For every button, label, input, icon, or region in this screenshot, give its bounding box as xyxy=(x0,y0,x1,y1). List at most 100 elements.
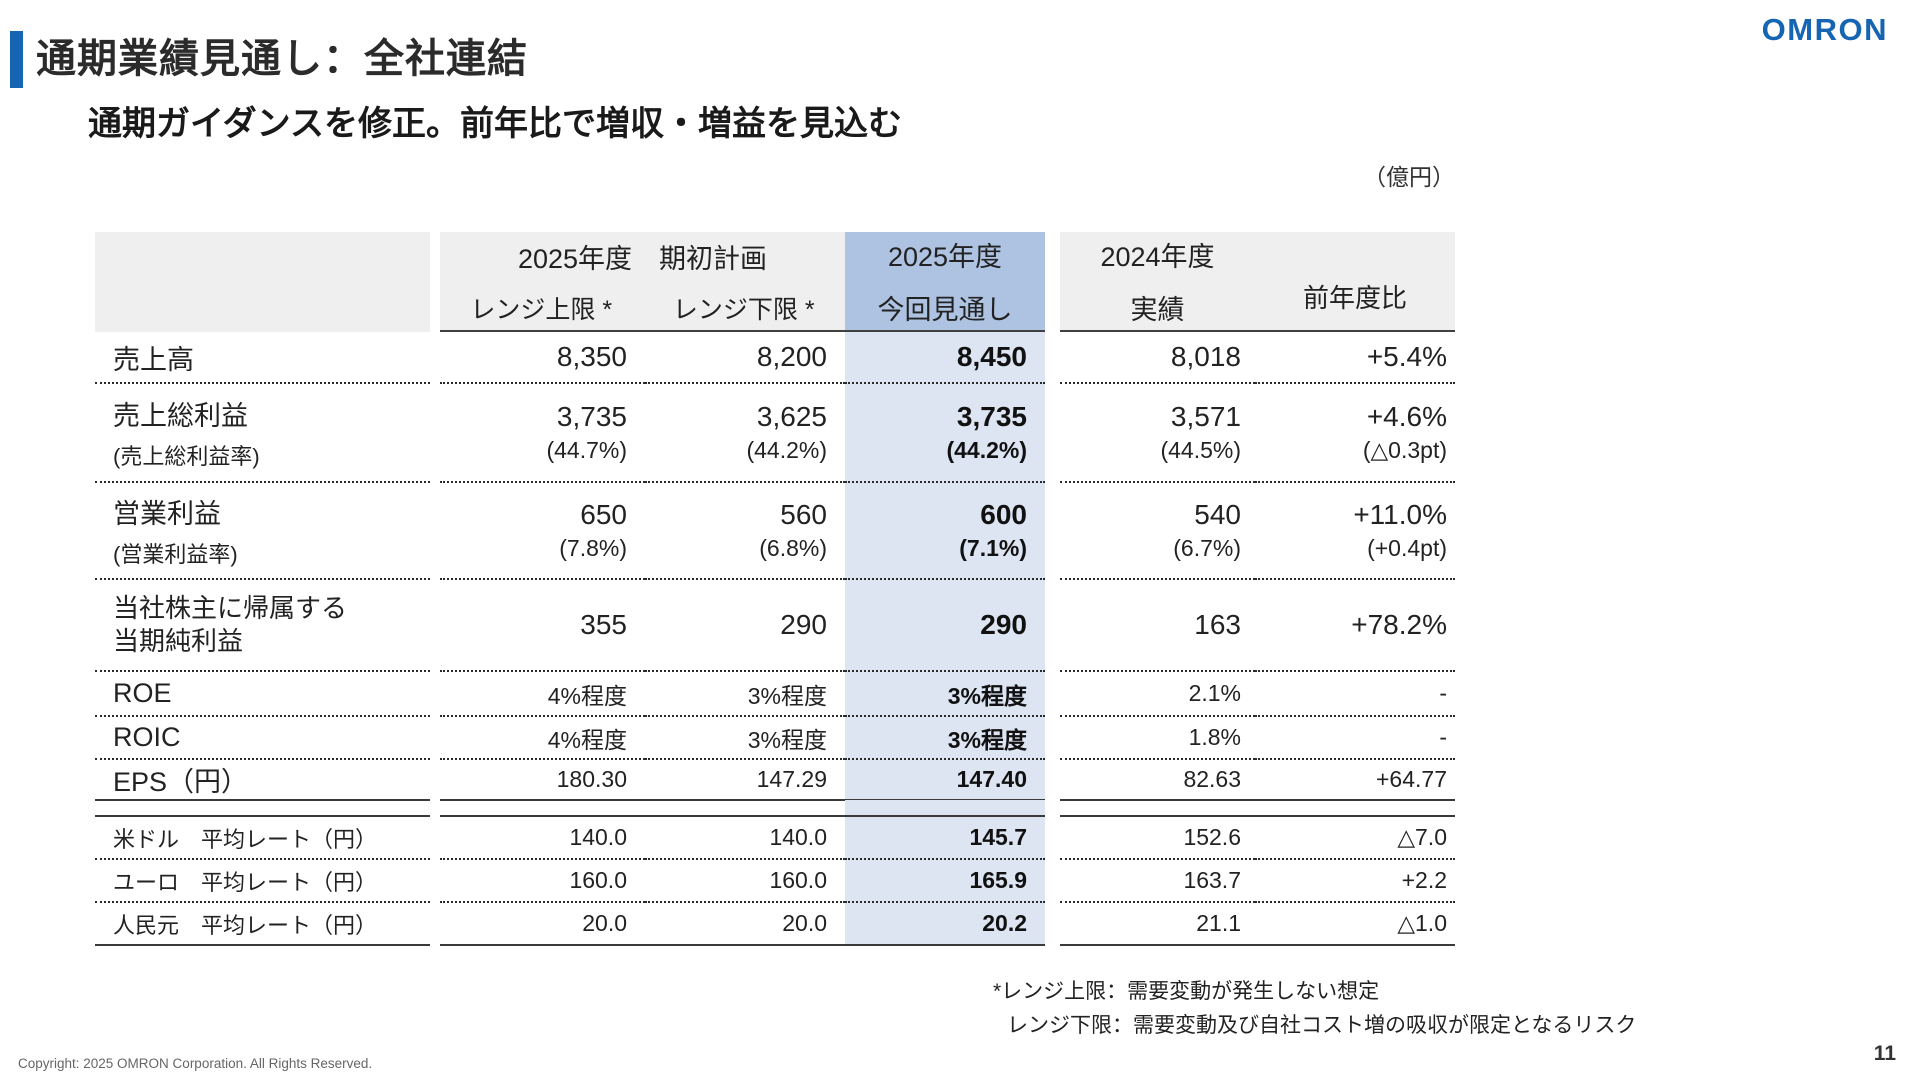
header-actual: 2024年度 実績 xyxy=(1060,232,1255,332)
cell-yoy: +5.4% xyxy=(1255,332,1455,384)
column-gap xyxy=(430,860,440,903)
cell-value: +11.0% xyxy=(1353,499,1447,530)
cell-value: 3%程度 xyxy=(947,682,1027,709)
cell-upper: 20.0 xyxy=(440,903,645,946)
cell-upper: 4%程度 xyxy=(440,672,645,717)
cell-value: 3,625 xyxy=(756,401,827,432)
footnotes: *レンジ上限：需要変動が発生しない想定 レンジ下限：需要変動及び自社コスト増の吸… xyxy=(993,975,1636,1043)
cell-value: 8,200 xyxy=(756,341,827,372)
page-number: 11 xyxy=(1873,1042,1896,1065)
cell-lower: 3%程度 xyxy=(645,717,845,760)
cell-value: 140.0 xyxy=(569,824,627,850)
row-label-sub: (売上総利益率) xyxy=(113,444,260,469)
gap-cell xyxy=(95,800,430,815)
column-gap xyxy=(430,332,440,384)
column-gap xyxy=(430,232,440,332)
column-gap xyxy=(430,903,440,946)
table-row-cny-rate: 人民元 平均レート（円） 20.0 20.0 20.2 21.1 △1.0 xyxy=(95,903,1455,946)
unit-label: （億円） xyxy=(1363,164,1455,190)
cell-value: 600 xyxy=(980,499,1027,530)
gap-cell xyxy=(645,800,845,815)
cell-yoy: +78.2% xyxy=(1255,580,1455,672)
row-label: ROIC xyxy=(113,722,181,752)
column-gap xyxy=(1045,483,1060,580)
cell-value: - xyxy=(1439,680,1447,706)
column-gap xyxy=(1045,860,1060,903)
cell-value: 4%程度 xyxy=(547,726,627,753)
cell-value: 21.1 xyxy=(1196,910,1241,936)
row-label: EPS（円） xyxy=(113,767,249,797)
table-row-operating-profit: 営業利益 (営業利益率) 650 (7.8%) 560 (6.8%) 600 (… xyxy=(95,483,1455,580)
cell-forecast: 600 (7.1%) xyxy=(845,483,1045,580)
column-gap xyxy=(1045,580,1060,672)
cell-actual: 2.1% xyxy=(1060,672,1255,717)
cell-forecast: 147.40 xyxy=(845,760,1045,801)
cell-lower: 3%程度 xyxy=(645,672,845,717)
column-gap xyxy=(1045,815,1060,860)
cell-value: 152.6 xyxy=(1183,824,1241,850)
table-row-eur-rate: ユーロ 平均レート（円） 160.0 160.0 165.9 163.7 +2.… xyxy=(95,860,1455,903)
column-gap xyxy=(430,815,440,860)
column-gap xyxy=(1045,232,1060,332)
cell-actual: 3,571 (44.5%) xyxy=(1060,384,1255,483)
cell-value: 8,018 xyxy=(1170,341,1241,372)
cell-lower: 160.0 xyxy=(645,860,845,903)
gap-cell xyxy=(1060,800,1255,815)
header-range-lower: レンジ下限 * xyxy=(672,295,815,324)
column-gap xyxy=(1045,717,1060,760)
column-gap xyxy=(1045,903,1060,946)
cell-upper: 3,735 (44.7%) xyxy=(440,384,645,483)
cell-value: 1.8% xyxy=(1188,724,1241,750)
cell-value: 180.30 xyxy=(556,766,627,792)
cell-value: 3%程度 xyxy=(947,726,1027,753)
row-label-cell: 米ドル 平均レート（円） xyxy=(95,815,430,860)
title-accent-bar xyxy=(10,31,23,88)
row-label-line1: 当社株主に帰属する xyxy=(113,593,348,623)
cell-upper: 355 xyxy=(440,580,645,672)
cell-upper: 8,350 xyxy=(440,332,645,384)
cell-actual: 1.8% xyxy=(1060,717,1255,760)
header-actual-line2: 実績 xyxy=(1130,295,1185,325)
cell-value: 650 xyxy=(580,499,627,530)
cell-value: 82.63 xyxy=(1183,766,1241,792)
cell-value: △7.0 xyxy=(1397,824,1447,850)
gap-cell xyxy=(440,800,645,815)
header-initial-plan-title: 2025年度 期初計画 xyxy=(517,243,768,274)
subtitle: 通期ガイダンスを修正。前年比で増収・増益を見込む xyxy=(88,105,902,143)
cell-upper: 4%程度 xyxy=(440,717,645,760)
cell-forecast: 3%程度 xyxy=(845,672,1045,717)
cell-value: 8,450 xyxy=(956,341,1027,372)
cell-upper: 160.0 xyxy=(440,860,645,903)
row-label: ROE xyxy=(113,678,172,708)
cell-value: 20.0 xyxy=(582,910,627,936)
cell-value: 20.0 xyxy=(782,910,827,936)
footnote-lower-limit: レンジ下限：需要変動及び自社コスト増の吸収が限定となるリスク xyxy=(1007,1014,1637,1037)
cell-actual: 152.6 xyxy=(1060,815,1255,860)
cell-lower: 20.0 xyxy=(645,903,845,946)
cell-forecast: 3,735 (44.2%) xyxy=(845,384,1045,483)
column-gap xyxy=(1045,760,1060,801)
cell-value: 145.7 xyxy=(969,824,1027,850)
cell-value-sub: (7.8%) xyxy=(559,535,627,561)
gap-cell-highlight xyxy=(845,800,1045,815)
cell-value-sub: (+0.4pt) xyxy=(1367,535,1447,561)
cell-actual: 163 xyxy=(1060,580,1255,672)
column-gap xyxy=(430,717,440,760)
omron-logo: OMRON xyxy=(1761,12,1888,47)
row-label: 米ドル 平均レート（円） xyxy=(113,826,378,852)
cell-value: 165.9 xyxy=(969,867,1027,893)
footnote-upper-limit: *レンジ上限：需要変動が発生しない想定 xyxy=(993,980,1380,1003)
row-label-cell: ROE xyxy=(95,672,430,717)
cell-yoy: +4.6% (△0.3pt) xyxy=(1255,384,1455,483)
cell-actual: 21.1 xyxy=(1060,903,1255,946)
forecast-table: 2025年度 期初計画 レンジ上限 * レンジ下限 * 2025年度 今回見通し… xyxy=(95,232,1455,946)
cell-value: 2.1% xyxy=(1188,680,1241,706)
table-row-roic: ROIC 4%程度 3%程度 3%程度 1.8% - xyxy=(95,717,1455,760)
cell-actual: 82.63 xyxy=(1060,760,1255,801)
column-gap xyxy=(430,384,440,483)
cell-value: 560 xyxy=(780,499,827,530)
row-label-cell: 売上総利益 (売上総利益率) xyxy=(95,384,430,483)
row-label: 人民元 平均レート（円） xyxy=(113,912,378,938)
cell-forecast: 290 xyxy=(845,580,1045,672)
header-range-sublabels: レンジ上限 * レンジ下限 * xyxy=(440,290,845,326)
